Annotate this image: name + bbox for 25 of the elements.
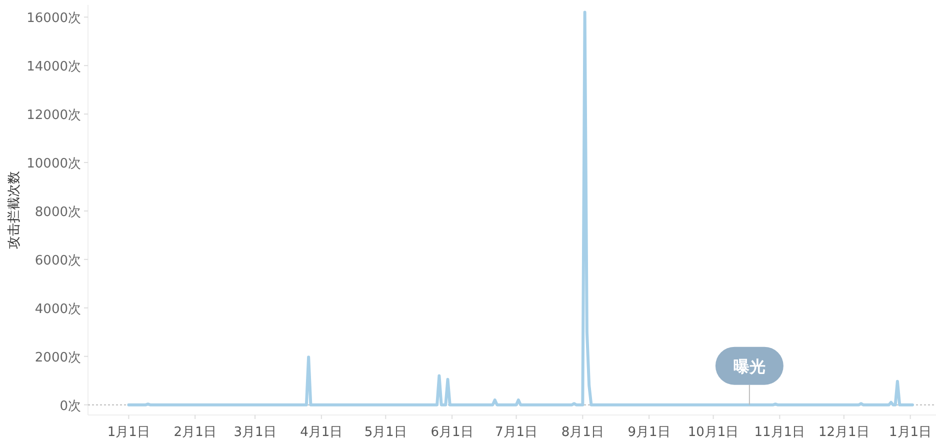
annotation: 曝光 [733,356,766,376]
x-tick-label: 7月1日 [495,425,538,439]
x-tick-label: 3月1日 [234,425,276,439]
x-tick-label: 5月1日 [364,425,407,439]
x-tick-label: 9月1日 [628,425,670,439]
x-tick-label: 6月1日 [430,425,474,439]
y-axis-title: 攻击拦截次数 [7,171,22,249]
x-tick-label: 1月1日 [889,425,932,439]
y-tick-label: 10000次 [26,156,81,172]
y-tick-label: 8000次 [34,204,81,220]
y-tick-label: 12000次 [26,108,81,124]
x-tick-label: 2月1日 [174,425,216,439]
x-tick-label: 10月1日 [688,425,739,439]
y-tick-label: 6000次 [34,253,81,268]
y-tick-label: 0次 [60,398,81,414]
y-tick-label: 2000次 [34,350,81,366]
x-tick-label: 8月1日 [561,425,604,439]
y-tick-label: 4000次 [34,302,81,317]
x-tick-label: 12月1日 [818,425,870,439]
y-tick-label: 14000次 [26,60,81,75]
x-tick-label: 4月1日 [300,425,343,439]
y-tick-label: 16000次 [26,11,81,26]
x-tick-label: 1月1日 [107,425,150,439]
x-tick-label: 11月1日 [754,425,806,439]
line-series [127,10,914,406]
